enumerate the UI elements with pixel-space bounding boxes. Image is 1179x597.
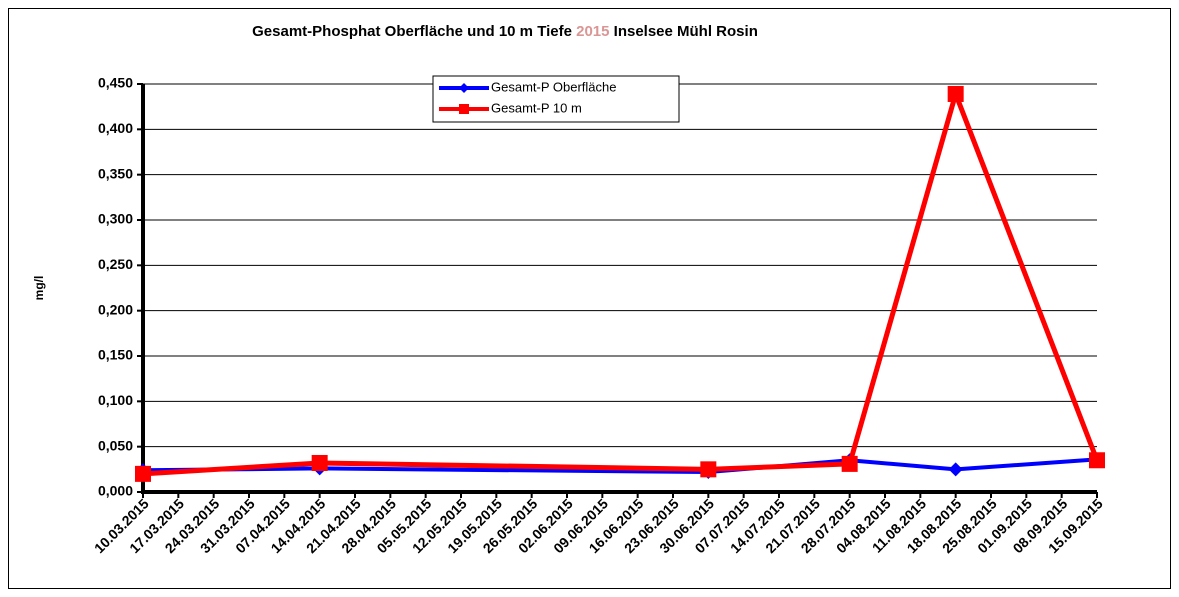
y-tick-label: 0,000 bbox=[98, 483, 133, 499]
title-part: Inselsee Mühl Rosin bbox=[609, 23, 757, 40]
y-tick-label: 0,150 bbox=[98, 347, 133, 363]
legend-label: Gesamt-P 10 m bbox=[491, 100, 582, 115]
legend-marker bbox=[459, 104, 469, 114]
legend-box bbox=[432, 75, 680, 123]
marker bbox=[947, 85, 964, 102]
title-part: Gesamt-Phosphat Oberfläche und 10 m Tief… bbox=[252, 23, 576, 40]
chart-title: Gesamt-Phosphat Oberfläche und 10 m Tief… bbox=[252, 23, 758, 40]
y-tick-label: 0,100 bbox=[98, 392, 133, 408]
marker bbox=[135, 465, 151, 482]
legend-marker bbox=[459, 83, 469, 93]
marker bbox=[1089, 452, 1105, 469]
y-tick-label: 0,300 bbox=[98, 211, 133, 227]
marker bbox=[311, 454, 328, 471]
y-tick-label: 0,200 bbox=[98, 301, 133, 317]
marker bbox=[948, 462, 963, 477]
y-axis-label: mg/l bbox=[32, 276, 46, 301]
y-tick-label: 0,400 bbox=[98, 120, 133, 136]
marker bbox=[841, 455, 858, 472]
y-tick-label: 0,350 bbox=[98, 165, 133, 181]
series-line bbox=[142, 91, 1100, 477]
y-tick-label: 0,250 bbox=[98, 256, 133, 272]
y-tick-label: 0,450 bbox=[98, 75, 133, 91]
legend-label: Gesamt-P Oberfläche bbox=[491, 79, 616, 94]
y-tick-label: 0,050 bbox=[98, 437, 133, 453]
title-part: 2015 bbox=[576, 23, 609, 40]
marker bbox=[700, 461, 717, 478]
